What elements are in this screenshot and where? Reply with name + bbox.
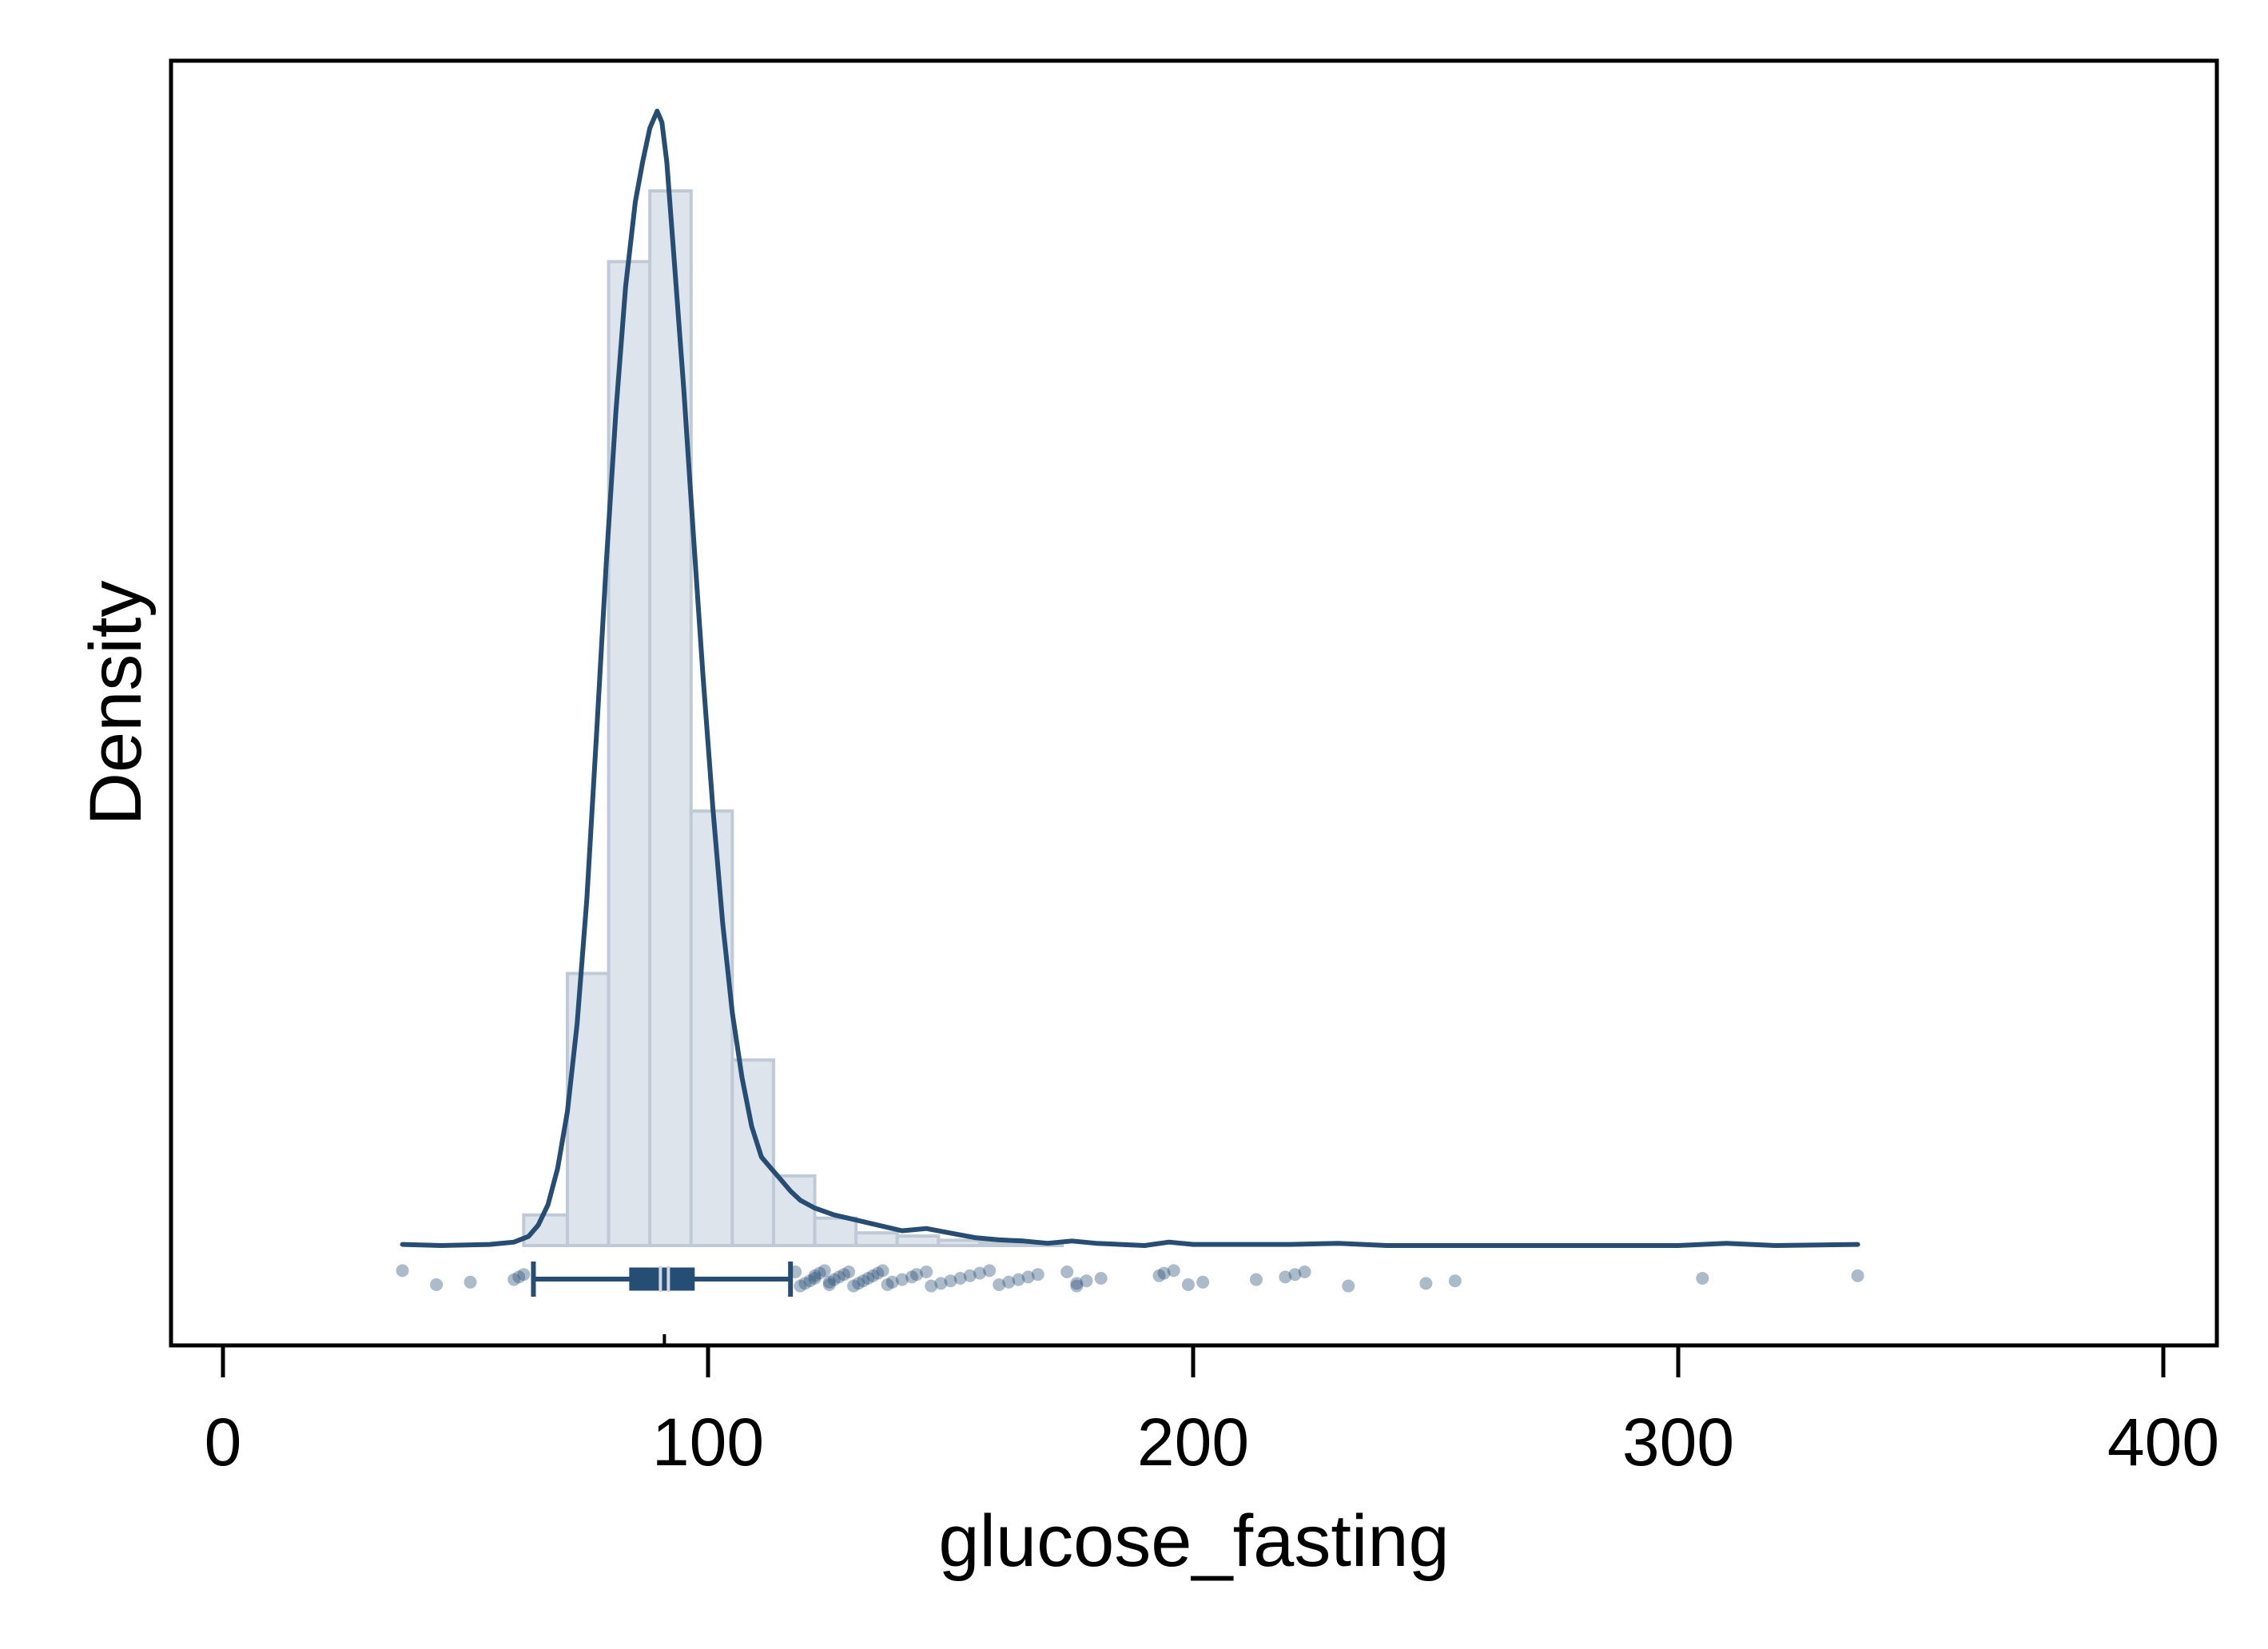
observation-point — [842, 1266, 856, 1278]
observation-point — [925, 1279, 938, 1293]
observation-point — [1012, 1273, 1025, 1286]
observation-point — [1152, 1269, 1166, 1282]
observation-point — [934, 1277, 948, 1290]
histogram-bar — [565, 972, 611, 1247]
x-tick-label: 0 — [205, 1405, 242, 1480]
x-tick-label: 200 — [1137, 1405, 1249, 1480]
observation-point — [871, 1266, 885, 1280]
observation-point — [852, 1277, 865, 1290]
y-axis-title: Density — [75, 581, 157, 826]
observation-point — [822, 1278, 836, 1291]
observation-point — [993, 1278, 1006, 1291]
observation-point — [517, 1268, 531, 1281]
observation-point — [822, 1275, 836, 1289]
observation-point — [1298, 1266, 1311, 1278]
observation-point — [464, 1275, 477, 1289]
histogram-bar — [689, 809, 734, 1247]
observation-point — [866, 1269, 880, 1282]
observation-point — [1342, 1279, 1355, 1293]
observation-point — [857, 1274, 870, 1288]
histogram-bar — [813, 1216, 858, 1248]
observation-point — [1279, 1270, 1292, 1284]
x-tick-label: 100 — [652, 1405, 764, 1480]
observation-point — [832, 1270, 846, 1284]
observation-point — [1157, 1266, 1171, 1280]
observation-point — [818, 1264, 831, 1277]
observation-point — [1851, 1269, 1864, 1282]
boxplot — [531, 1262, 794, 1345]
histogram-bar — [895, 1234, 941, 1247]
observation-point — [973, 1266, 986, 1280]
observation-point — [798, 1277, 812, 1290]
observation-point — [895, 1273, 909, 1286]
observation-point — [1181, 1278, 1195, 1291]
observation-point — [1249, 1273, 1263, 1286]
observation-point — [1094, 1272, 1108, 1285]
density-curve — [400, 109, 1860, 1248]
x-axis-title: glucose_fasting — [938, 1500, 1449, 1582]
observation-point — [794, 1279, 807, 1293]
histogram-bar — [771, 1174, 817, 1248]
observation-point — [905, 1270, 918, 1284]
observation-point — [1196, 1275, 1210, 1289]
histogram-bar — [854, 1231, 899, 1248]
observation-point — [803, 1274, 817, 1288]
observation-point — [1070, 1277, 1084, 1290]
observation-point — [430, 1278, 444, 1291]
observation-point — [847, 1279, 861, 1293]
observation-point — [1070, 1279, 1084, 1293]
observation-point — [983, 1264, 997, 1277]
observation-point — [920, 1266, 933, 1278]
histogram-bars — [522, 189, 1064, 1248]
observation-points — [396, 1264, 1864, 1293]
plot-frame — [169, 58, 2219, 1348]
observation-point — [885, 1275, 899, 1289]
histogram-bar — [937, 1238, 981, 1248]
observation-point — [963, 1269, 977, 1282]
histogram-bar — [522, 1213, 569, 1247]
observation-point — [1288, 1268, 1302, 1281]
observation-point — [1696, 1272, 1709, 1285]
observation-point — [837, 1268, 850, 1281]
observation-point — [1002, 1275, 1016, 1289]
observation-point — [1419, 1277, 1433, 1290]
observation-point — [808, 1272, 822, 1285]
observation-point — [861, 1272, 875, 1285]
histogram-bar — [730, 1058, 775, 1248]
x-tick-label: 300 — [1622, 1405, 1734, 1480]
observation-point — [944, 1274, 957, 1288]
observation-point — [396, 1264, 409, 1277]
observation-point — [910, 1268, 924, 1281]
observation-point — [813, 1266, 826, 1280]
observation-point — [1031, 1268, 1044, 1281]
observation-point — [808, 1269, 822, 1282]
observation-point — [827, 1273, 841, 1286]
x-axis: 0 100 200 300 400 — [205, 1345, 2219, 1480]
histogram-bar — [648, 189, 693, 1247]
observation-point — [1021, 1270, 1035, 1284]
observation-point — [1167, 1264, 1180, 1277]
observation-point — [512, 1270, 526, 1284]
observation-point — [881, 1278, 894, 1291]
density-curve-group — [400, 109, 1860, 1248]
observation-point — [1080, 1274, 1093, 1288]
observation-point — [876, 1264, 889, 1277]
observation-point — [1448, 1274, 1462, 1288]
observation-point — [507, 1273, 521, 1286]
observation-point — [1060, 1266, 1074, 1278]
x-tick-label: 400 — [2107, 1405, 2219, 1480]
observation-point — [953, 1272, 967, 1285]
